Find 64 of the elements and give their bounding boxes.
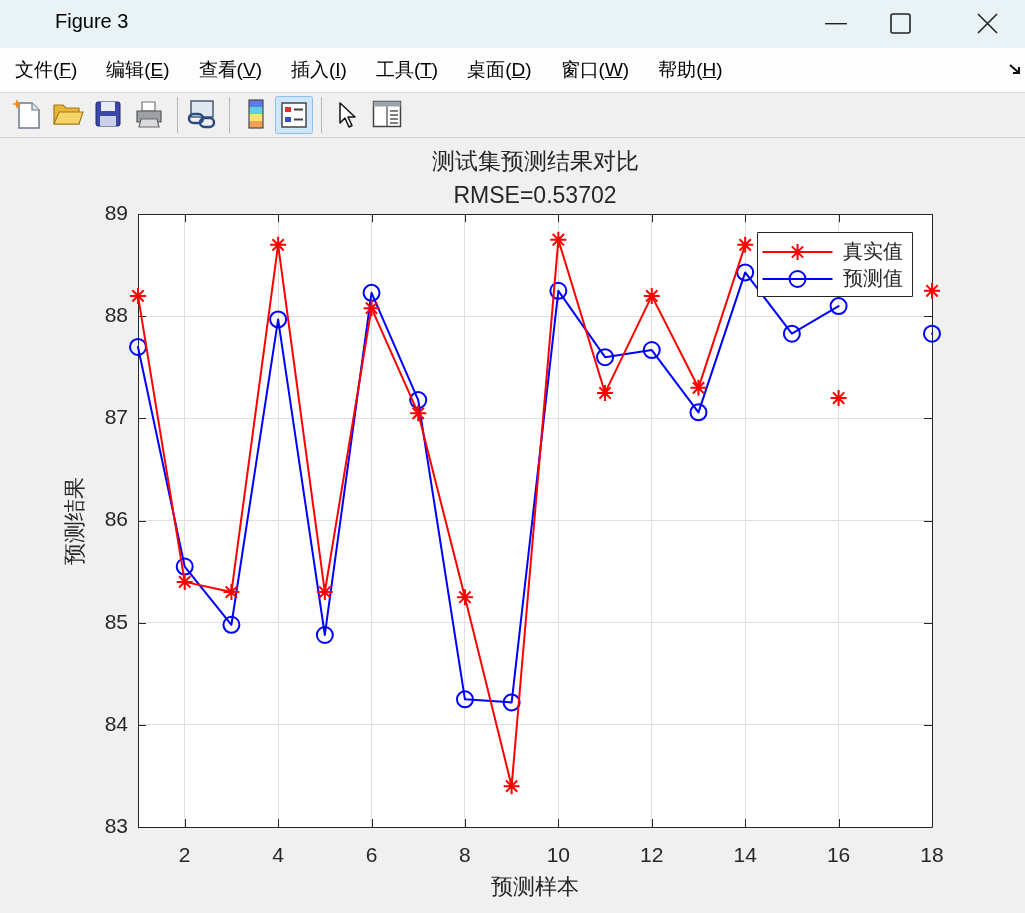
point	[129, 286, 147, 305]
point	[455, 588, 474, 607]
point	[175, 572, 194, 591]
point	[596, 348, 615, 367]
point	[129, 337, 147, 356]
point	[362, 283, 381, 302]
chart-title: 测试集预测结果对比	[431, 148, 639, 175]
text: 编辑(E)	[106, 58, 170, 82]
y-tick-label: 88	[104, 303, 128, 327]
point	[923, 324, 941, 343]
point	[315, 583, 334, 602]
point	[269, 310, 288, 329]
point	[455, 690, 474, 709]
x-tick-label: 8	[459, 843, 471, 867]
x-tick-label: 14	[733, 843, 758, 867]
x-tick-label: 2	[178, 843, 191, 867]
point	[222, 583, 241, 602]
y-tick-label: 83	[104, 813, 128, 837]
point	[409, 391, 428, 410]
x-tick-label: 6	[365, 843, 378, 867]
legend-label: 真实值	[842, 239, 903, 262]
chart-subtitle: RMSE=0.53702	[453, 181, 617, 208]
point	[642, 286, 661, 305]
point	[736, 235, 755, 254]
text: 查看(V)	[198, 58, 262, 82]
point	[642, 341, 661, 360]
text: 帮助(H)	[658, 58, 723, 82]
y-tick-label: 87	[104, 405, 128, 429]
x-axis-title: 预测样本	[491, 873, 579, 899]
x-tick-label: 10	[546, 843, 571, 867]
point	[502, 777, 521, 796]
point	[315, 625, 334, 644]
point	[596, 383, 615, 402]
point	[689, 378, 708, 397]
point	[175, 557, 194, 576]
point	[829, 389, 848, 408]
legend-label: 预测值	[842, 266, 903, 289]
point	[689, 403, 708, 422]
x-tick-label: 12	[640, 843, 664, 867]
point	[222, 615, 241, 634]
text: 文件(F)	[15, 58, 78, 82]
y-tick-label: 84	[104, 711, 129, 735]
text: 桌面(D)	[467, 58, 532, 82]
point	[269, 235, 288, 254]
point	[829, 297, 848, 316]
point	[502, 693, 521, 712]
point	[549, 230, 568, 249]
x-tick-label: 4	[272, 843, 285, 867]
point	[549, 281, 568, 300]
x-tick-label: 16	[826, 843, 851, 867]
point	[782, 324, 801, 343]
point	[409, 404, 428, 423]
text: 窗口(W)	[560, 58, 630, 82]
point	[923, 281, 941, 300]
y-axis-title: 预测结果	[62, 476, 88, 565]
x-tick-label: 18	[920, 843, 944, 867]
y-tick-label: 85	[104, 609, 128, 633]
text: 工具(T)	[375, 58, 439, 82]
text: 插入(I)	[290, 58, 347, 82]
y-tick-label: 86	[104, 507, 128, 531]
y-tick-label: 89	[104, 201, 128, 224]
point	[362, 299, 381, 318]
caption: Figure 3	[55, 9, 129, 33]
point	[736, 263, 755, 282]
